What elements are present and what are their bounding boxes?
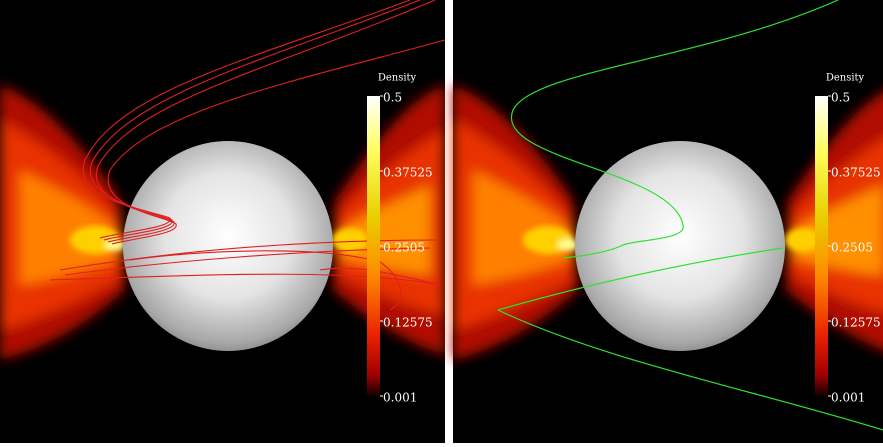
left-panel: Density 0.5 0.37525 0.2505 0.12575 0.001 [0,0,446,443]
colorbar-title: Density [378,73,417,84]
colorbar-tick-label: 0.2505 [831,241,873,255]
colorbar-title: Density [826,73,865,84]
colorbar-tick-label: 0.37525 [831,166,881,180]
colorbar-tick-label: 0.2505 [383,241,425,255]
colorbar-gradient [815,96,828,396]
field-lines [497,0,883,431]
sphere [123,141,333,351]
colorbar: Density 0.5 0.37525 0.2505 0.12575 0.001 [367,73,433,405]
colorbar-gradient [367,96,380,396]
right-panel: Density 0.5 0.37525 0.2505 0.12575 0.001 [453,0,883,443]
colorbar-tick-label: 0.37525 [383,166,433,180]
colorbar-tick-label: 0.5 [831,91,850,105]
sphere [575,141,785,351]
field-lines [49,0,446,311]
colorbar-tick-label: 0.5 [383,91,402,105]
colorbar-tick-label: 0.12575 [831,316,881,330]
panel-divider [445,0,453,443]
colorbar-tick-label: 0.001 [383,391,417,405]
colorbar: Density 0.5 0.37525 0.2505 0.12575 0.001 [815,73,881,405]
colorbar-tick-label: 0.001 [831,391,865,405]
colorbar-tick-label: 0.12575 [383,316,433,330]
